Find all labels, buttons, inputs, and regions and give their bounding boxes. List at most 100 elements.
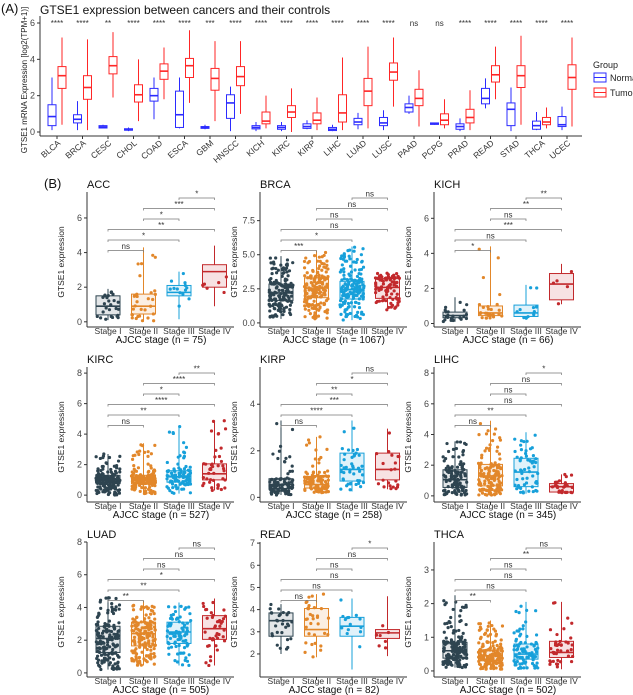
data-point — [453, 474, 457, 478]
data-point — [179, 604, 183, 608]
data-point — [360, 464, 364, 468]
data-point — [557, 490, 561, 494]
data-point — [144, 613, 148, 617]
data-point — [208, 659, 213, 663]
data-point — [531, 305, 536, 310]
x-tick-label: Stage II — [302, 501, 331, 511]
data-point — [374, 276, 378, 280]
data-point — [499, 638, 503, 642]
data-point — [138, 645, 142, 649]
y-tick-label: 0 — [77, 490, 82, 500]
data-point — [281, 288, 285, 293]
data-point — [268, 314, 272, 319]
data-point — [145, 634, 149, 639]
data-point — [291, 283, 295, 287]
y-axis-label: GTSE1 expression — [403, 226, 413, 298]
data-point — [114, 596, 118, 601]
significance-label: **** — [280, 19, 292, 28]
data-point — [290, 620, 294, 624]
data-point — [521, 650, 526, 654]
tumor-box — [57, 37, 67, 125]
data-point — [187, 653, 191, 657]
data-point — [130, 313, 134, 317]
data-point — [348, 488, 352, 492]
data-point — [358, 617, 362, 621]
data-point — [351, 296, 356, 301]
data-point — [311, 464, 315, 468]
data-point — [181, 639, 185, 643]
data-point — [389, 286, 393, 290]
data-point — [359, 294, 364, 298]
y-axis-label: GTSE1 expression — [403, 401, 413, 473]
data-point — [107, 652, 111, 656]
data-point — [393, 281, 397, 285]
data-point — [324, 266, 328, 270]
data-point — [94, 488, 98, 493]
data-point — [326, 478, 330, 482]
data-point — [138, 661, 142, 665]
data-point — [185, 630, 189, 634]
data-point — [444, 479, 448, 484]
data-point — [184, 656, 188, 660]
data-point — [175, 660, 180, 664]
data-point — [342, 273, 346, 277]
data-point — [452, 648, 456, 652]
data-point — [361, 291, 365, 296]
data-point — [185, 644, 189, 648]
data-point — [446, 449, 451, 454]
data-point — [461, 450, 465, 454]
data-point — [391, 485, 395, 489]
data-point — [101, 310, 105, 314]
chart-title: GTSE1 expression between cancers and the… — [40, 3, 330, 17]
data-point — [348, 482, 353, 486]
data-point — [131, 608, 136, 612]
data-point — [443, 622, 447, 626]
data-point — [487, 448, 492, 452]
data-point — [351, 283, 355, 288]
data-point — [100, 661, 104, 665]
data-point — [95, 646, 99, 650]
data-point — [216, 486, 220, 490]
data-point — [323, 278, 327, 282]
data-point — [152, 662, 156, 666]
data-point — [450, 469, 454, 473]
data-point — [147, 475, 151, 479]
data-point — [187, 297, 191, 301]
stage-box — [375, 428, 400, 490]
data-point — [513, 483, 517, 487]
significance-bracket — [454, 579, 562, 582]
data-point — [210, 486, 214, 490]
subplot-title: ACC — [87, 179, 110, 191]
x-tick-label: Stage III — [336, 326, 368, 336]
data-point — [520, 647, 524, 651]
data-point — [140, 319, 145, 323]
data-point — [444, 315, 449, 319]
data-point — [111, 667, 116, 672]
data-point — [342, 267, 346, 271]
data-point — [313, 641, 317, 645]
data-point — [342, 430, 346, 434]
data-point — [102, 652, 106, 656]
data-point — [341, 478, 345, 482]
data-point — [500, 624, 505, 628]
y-axis-label: GTSE1 mRNA Expression [log2(TPM+1)] — [20, 7, 29, 154]
data-point — [169, 645, 174, 649]
data-point — [284, 283, 288, 288]
data-point — [319, 475, 323, 479]
data-point — [519, 469, 523, 473]
data-point — [135, 663, 140, 667]
data-point — [276, 268, 280, 272]
data-point — [487, 468, 491, 472]
data-point — [531, 474, 535, 478]
data-point — [288, 308, 292, 312]
data-point — [495, 449, 499, 453]
data-point — [102, 649, 106, 653]
y-tick-label: 2 — [30, 91, 35, 101]
data-point — [386, 289, 390, 293]
significance-label: **** — [561, 19, 573, 28]
data-point — [107, 635, 112, 639]
subplot-title: READ — [260, 529, 291, 541]
data-point — [524, 481, 529, 485]
x-tick-label: BRCA — [63, 138, 88, 161]
x-tick-label: Stage III — [336, 501, 368, 511]
